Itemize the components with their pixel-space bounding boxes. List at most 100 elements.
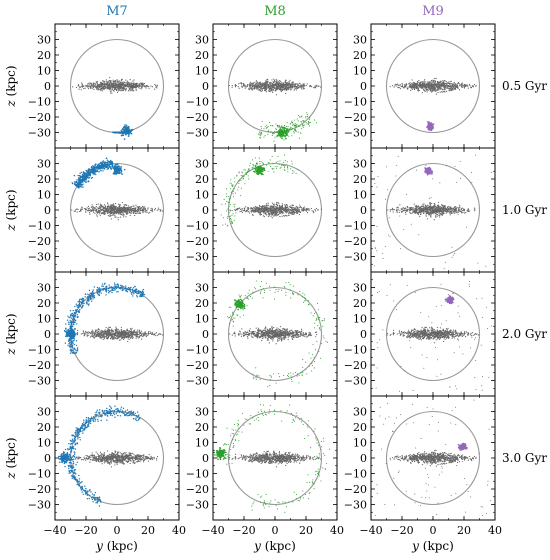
y-tick-label: −30 [186,499,209,512]
y-tick-label: 30 [37,406,51,419]
y-tick-label: 20 [37,173,51,186]
x-tick-label: −40 [359,524,382,537]
reference-circle [227,410,323,506]
x-tick-label: −20 [74,524,97,537]
y-tick-label: −10 [28,468,51,481]
x-tick-label: −40 [201,524,224,537]
y-tick-label: 10 [195,437,209,450]
y-tick-label: 10 [37,65,51,78]
y-tick-label: −30 [186,375,209,388]
reference-circle [385,162,481,258]
y-tick-label: 20 [37,421,51,434]
y-tick-label: 10 [353,437,367,450]
panel-grid: 30 20 10 0 −10 −20 −30 z (kpc) 30 20 10 0 −10 −20 −30 z… [4,23,502,553]
reference-circle [385,38,481,134]
reference-circle [227,286,323,382]
y-tick-label: −20 [186,235,209,248]
satellite-particles [63,282,146,355]
x-tick-label: 40 [488,524,502,537]
y-tick-label: 10 [195,189,209,202]
y-tick-label: 0 [360,452,367,465]
y-axis-label: z (kpc) [4,313,18,355]
satellite-particles [71,157,126,189]
disk-particles [229,326,318,345]
panel-m7-row2: 30 20 10 0 −10 −20 −30 z (kpc) [4,271,180,397]
reference-circle [227,38,323,134]
reference-circle [385,410,481,506]
y-tick-label: 20 [37,49,51,62]
panel-m9-row3: 30 20 10 0 −10 −20 −30 −40 −20 0 20 40 y (kpc) [344,395,502,553]
y-tick-label: −30 [344,375,367,388]
x-axis-label: y (kpc) [95,539,138,553]
satellite-particles [444,292,455,305]
y-tick-label: −30 [186,127,209,140]
row-label-1: 1.0 Gyr [502,203,547,217]
y-tick-label: −10 [186,220,209,233]
panel-m9-row1: 30 20 10 0 −10 −20 −30 [344,147,496,273]
column-titles: M7 M8 M9 [106,4,444,19]
row-label-0: 0.5 Gyr [502,79,547,93]
y-tick-label: −30 [186,251,209,264]
y-tick-label: −10 [186,468,209,481]
y-tick-label: −10 [28,220,51,233]
y-tick-label: −20 [28,359,51,372]
reference-circle [227,162,323,258]
x-tick-label: 40 [172,524,186,537]
satellite-particles [424,166,433,176]
panel-m9-row2: 30 20 10 0 −10 −20 −30 [344,271,496,397]
y-tick-label: −10 [186,344,209,357]
x-tick-label: 20 [457,524,471,537]
y-tick-label: −20 [28,483,51,496]
disk-particles [374,399,492,517]
satellite-particles [257,112,318,142]
satellite-particles [213,404,331,513]
reference-circle [69,410,165,506]
y-tick-label: 30 [195,158,209,171]
row-label-3: 3.0 Gyr [502,451,547,465]
y-tick-label: 0 [44,328,51,341]
disk-particles [228,78,322,96]
y-tick-label: −30 [28,375,51,388]
y-tick-label: −20 [186,359,209,372]
y-tick-label: 30 [37,34,51,47]
y-tick-label: 0 [44,204,51,217]
y-tick-label: 20 [195,421,209,434]
y-tick-label: 30 [195,406,209,419]
x-tick-label: −40 [43,524,66,537]
y-axis-label: z (kpc) [4,437,18,479]
panel-m7-row0: 30 20 10 0 −10 −20 −30 z (kpc) [4,23,180,149]
y-tick-label: 20 [353,421,367,434]
y-tick-label: −20 [344,359,367,372]
disk-particles [70,450,159,468]
y-tick-label: −20 [28,111,51,124]
column-title-m9: M9 [422,4,444,19]
disk-particles [373,154,492,269]
y-tick-label: 0 [202,452,209,465]
y-tick-label: 30 [37,282,51,295]
reference-circle [69,162,165,258]
y-tick-label: −30 [28,127,51,140]
y-tick-label: 10 [37,189,51,202]
y-tick-label: 10 [37,437,51,450]
y-tick-label: 10 [37,313,51,326]
column-title-m7: M7 [106,4,128,19]
row-label-2: 2.0 Gyr [502,327,547,341]
satellite-particles [227,280,329,388]
x-axis-label: y (kpc) [411,539,454,553]
y-tick-label: 20 [353,173,367,186]
y-tick-label: 20 [195,49,209,62]
x-tick-label: −20 [232,524,255,537]
y-tick-label: −30 [344,127,367,140]
y-tick-label: −10 [186,96,209,109]
y-tick-label: 10 [195,313,209,326]
x-axis-label: y (kpc) [253,539,296,553]
satellite-particles [220,154,299,227]
y-tick-label: 0 [360,204,367,217]
x-tick-label: −20 [390,524,413,537]
y-tick-label: −10 [344,344,367,357]
y-tick-label: 0 [360,328,367,341]
x-tick-label: 0 [430,524,437,537]
y-tick-label: 20 [353,297,367,310]
y-tick-label: 10 [195,65,209,78]
